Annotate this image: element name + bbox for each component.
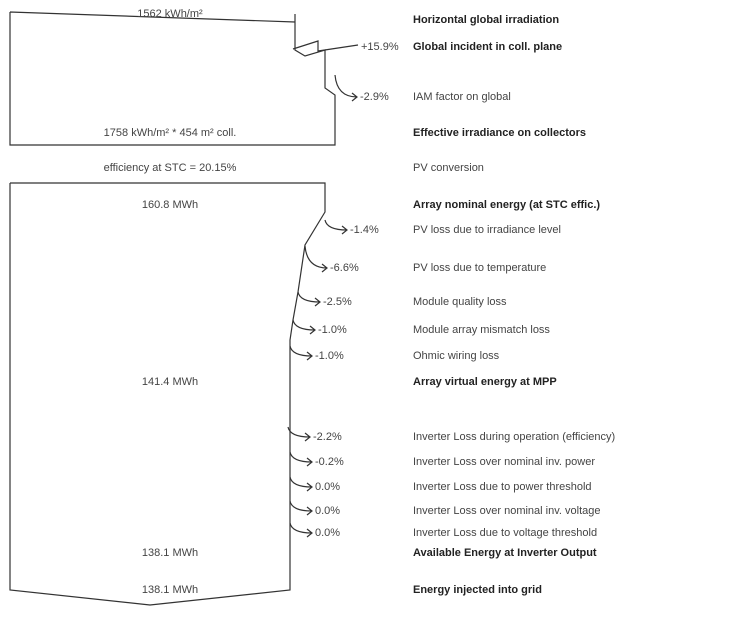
loss-arrow — [334, 74, 358, 102]
loss-arrow — [324, 219, 348, 235]
row-label: Ohmic wiring loss — [413, 350, 500, 362]
row-label: Global incident in coll. plane — [413, 41, 562, 53]
row-label: Inverter Loss due to voltage threshold — [413, 527, 597, 539]
box-label: 138.1 MWh — [142, 547, 198, 559]
box-label: efficiency at STC = 20.15% — [104, 162, 237, 174]
box-label: 1562 kWh/m² — [137, 8, 203, 20]
loss-value: -2.5% — [323, 296, 352, 308]
row-label: IAM factor on global — [413, 91, 511, 103]
loss-arrow — [287, 426, 311, 442]
loss-value: -2.9% — [360, 91, 389, 103]
loss-value: -6.6% — [330, 262, 359, 274]
energy-box — [9, 182, 326, 606]
loss-arrow — [289, 345, 313, 361]
loss-arrow — [304, 245, 328, 273]
loss-value: 0.0% — [315, 505, 340, 517]
gain-arrow — [292, 40, 359, 52]
loss-value: -1.0% — [315, 350, 344, 362]
row-label: Inverter Loss over nominal inv. power — [413, 456, 595, 468]
loss-value: -0.2% — [315, 456, 344, 468]
row-label: Effective irradiance on collectors — [413, 127, 586, 139]
box-label: 138.1 MWh — [142, 584, 198, 596]
loss-value: -2.2% — [313, 431, 342, 443]
row-label: PV conversion — [413, 162, 484, 174]
row-label: Inverter Loss due to power threshold — [413, 481, 592, 493]
box-label: 1758 kWh/m² * 454 m² coll. — [104, 127, 237, 139]
row-label: Available Energy at Inverter Output — [413, 547, 597, 559]
row-label: PV loss due to irradiance level — [413, 224, 561, 236]
loss-value: 0.0% — [315, 527, 340, 539]
irradiance-box — [9, 11, 336, 146]
box-label: 160.8 MWh — [142, 199, 198, 211]
loss-value: -1.4% — [350, 224, 379, 236]
row-label: Horizontal global irradiation — [413, 14, 559, 26]
row-label: PV loss due to temperature — [413, 262, 546, 274]
row-label: Module array mismatch loss — [413, 324, 550, 336]
loss-arrow — [289, 500, 313, 516]
row-label: Inverter Loss over nominal inv. voltage — [413, 505, 601, 517]
row-label: Array nominal energy (at STC effic.) — [413, 199, 600, 211]
loss-arrow — [297, 291, 321, 307]
row-label: Module quality loss — [413, 296, 507, 308]
loss-arrow — [292, 319, 316, 335]
row-label: Array virtual energy at MPP — [413, 376, 557, 388]
loss-arrow — [289, 522, 313, 538]
loss-value: 0.0% — [315, 481, 340, 493]
loss-value: +15.9% — [361, 41, 399, 53]
loss-value: -1.0% — [318, 324, 347, 336]
loss-arrow — [289, 476, 313, 492]
row-label: Energy injected into grid — [413, 584, 542, 596]
loss-arrow — [289, 451, 313, 467]
row-label: Inverter Loss during operation (efficien… — [413, 431, 615, 443]
box-label: 141.4 MWh — [142, 376, 198, 388]
